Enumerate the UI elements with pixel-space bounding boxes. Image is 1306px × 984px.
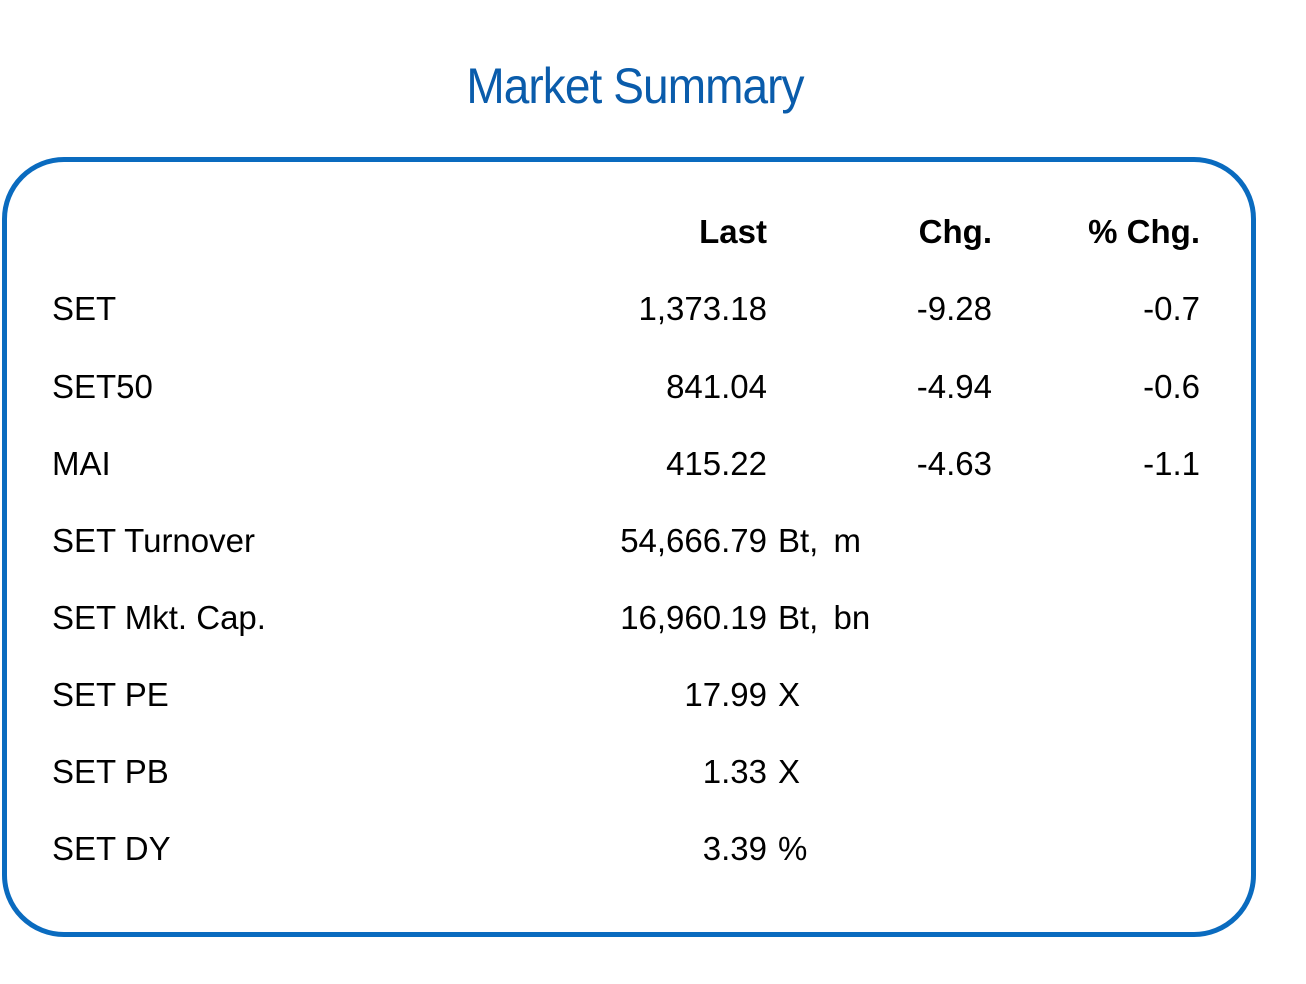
- row-pct-chg: -1.1: [1143, 445, 1200, 482]
- row-name: MAI: [52, 445, 111, 482]
- row-chg: -9.28: [916, 290, 992, 327]
- row-name: SET50: [52, 368, 153, 405]
- table-row-set-turnover: SET Turnover 54,666.79 Bt, m: [0, 521, 1306, 561]
- table-header-row: Last Chg. % Chg.: [0, 212, 1306, 252]
- row-pct-chg: -0.6: [1143, 368, 1200, 405]
- header-pct-chg: % Chg.: [1088, 213, 1200, 250]
- row-last: 54,666.79: [620, 522, 767, 559]
- header-last: Last: [699, 213, 767, 250]
- page-title: Market Summary: [466, 58, 804, 114]
- row-last: 1.33: [702, 753, 767, 790]
- row-last: 3.39: [702, 830, 767, 867]
- row-last: 415.22: [666, 445, 767, 482]
- row-pct-chg: -0.7: [1143, 290, 1200, 327]
- header-chg: Chg.: [918, 213, 992, 250]
- row-name: SET Mkt. Cap.: [52, 599, 266, 636]
- row-last: 17.99: [684, 676, 767, 713]
- row-last: 16,960.19: [620, 599, 767, 636]
- row-unit: Bt, m: [778, 522, 862, 559]
- row-unit: %: [778, 830, 808, 867]
- table-row-set-pb: SET PB 1.33 X: [0, 752, 1306, 792]
- row-chg: -4.94: [916, 368, 992, 405]
- row-chg: -4.63: [916, 445, 992, 482]
- row-last: 841.04: [666, 368, 767, 405]
- row-unit: Bt, bn: [778, 599, 871, 636]
- table-row-mai: MAI 415.22 -4.63 -1.1: [0, 444, 1306, 484]
- row-name: SET PB: [52, 753, 169, 790]
- table-row-set-pe: SET PE 17.99 X: [0, 675, 1306, 715]
- table-row-set-mkt-cap: SET Mkt. Cap. 16,960.19 Bt, bn: [0, 598, 1306, 638]
- row-unit: X: [778, 676, 801, 713]
- row-name: SET DY: [52, 830, 171, 867]
- row-name: SET: [52, 290, 117, 327]
- table-row-set: SET 1,373.18 -9.28 -0.7: [0, 289, 1306, 329]
- row-unit: X: [778, 753, 801, 790]
- market-summary-panel: [2, 157, 1256, 937]
- row-name: SET PE: [52, 676, 169, 713]
- row-last: 1,373.18: [638, 290, 767, 327]
- table-row-set50: SET50 841.04 -4.94 -0.6: [0, 367, 1306, 407]
- table-row-set-dy: SET DY 3.39 %: [0, 829, 1306, 869]
- row-name: SET Turnover: [52, 522, 255, 559]
